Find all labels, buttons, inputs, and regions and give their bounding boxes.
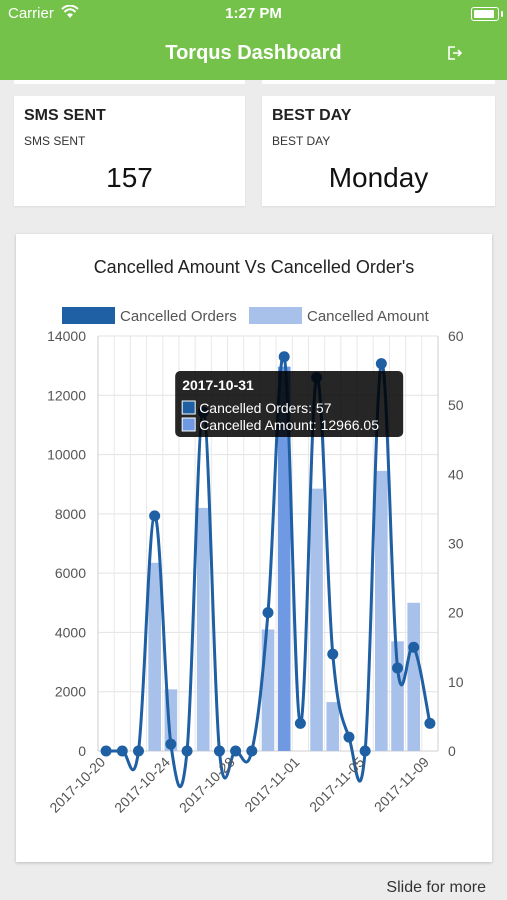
point-cancelled-orders (424, 717, 436, 729)
y-left-tick-label: 0 (78, 743, 86, 759)
bar-cancelled-amount (407, 602, 421, 751)
y-right-tick-label: 30 (448, 536, 464, 552)
tooltip-line-orders: Cancelled Orders: 57 (199, 400, 332, 416)
point-cancelled-orders (149, 510, 161, 522)
bar-cancelled-amount (196, 507, 210, 751)
tooltip-line-amount: Cancelled Amount: 12966.05 (199, 417, 379, 433)
page-title: Torqus Dashboard (165, 42, 342, 64)
y-right-tick-label: 10 (448, 674, 464, 690)
card-value: 157 (106, 162, 153, 193)
y-right-tick-label: 20 (448, 605, 464, 621)
card-subtitle: SMS SENT (24, 134, 86, 148)
y-right-tick-label: 40 (448, 466, 464, 482)
legend-label-amount: Cancelled Amount (307, 308, 430, 325)
chart-title: Cancelled Amount Vs Cancelled Order's (94, 257, 415, 277)
point-cancelled-orders (116, 745, 128, 757)
best-day-card: BEST DAY BEST DAY Monday (262, 96, 495, 206)
navbar: Torqus Dashboard (0, 28, 507, 80)
y-left-tick-label: 14000 (47, 328, 86, 344)
legend-swatch-orders (62, 307, 115, 324)
y-right-tick-label: 60 (448, 328, 464, 344)
bar-cancelled-amount (326, 702, 340, 751)
card-title: SMS SENT (24, 107, 106, 124)
point-cancelled-orders (100, 745, 112, 757)
slide-hint: Slide for more (386, 879, 486, 896)
x-tick-label: 2017-10-20 (46, 754, 108, 816)
previous-card-edge (262, 80, 495, 84)
point-cancelled-orders (278, 351, 290, 363)
point-cancelled-orders (294, 717, 306, 729)
bar-cancelled-amount (310, 488, 323, 751)
point-cancelled-orders (213, 745, 225, 757)
tooltip-title: 2017-10-31 (182, 377, 254, 393)
y-right-tick-label: 0 (448, 743, 456, 759)
x-tick-label: 2017-10-24 (111, 754, 173, 816)
point-cancelled-orders (165, 738, 177, 750)
bar-cancelled-amount (277, 366, 291, 751)
tooltip-box (175, 371, 404, 437)
point-cancelled-orders (262, 607, 274, 619)
y-right-tick-label: 50 (448, 397, 464, 413)
point-cancelled-orders (343, 731, 355, 743)
y-left-tick-label: 12000 (47, 387, 86, 403)
tooltip-swatch-orders (181, 400, 196, 415)
tooltip-swatch-amount (181, 417, 196, 432)
battery-icon (471, 7, 503, 21)
bar-cancelled-amount (375, 470, 388, 751)
clock: 1:27 PM (225, 5, 282, 22)
y-left-tick-label: 8000 (55, 506, 86, 522)
card-subtitle: BEST DAY (272, 134, 331, 148)
point-cancelled-orders (246, 745, 258, 757)
sms-sent-card: SMS SENT SMS SENT 157 (14, 96, 245, 206)
point-cancelled-orders (181, 745, 193, 757)
chart-card: Cancelled Amount Vs Cancelled Order's Can… (16, 234, 492, 862)
x-tick-label: 2017-11-05 (306, 754, 367, 815)
wifi-icon (61, 5, 79, 18)
legend-swatch-amount (249, 307, 302, 324)
x-tick-label: 2017-11-01 (241, 754, 302, 815)
point-cancelled-orders (408, 641, 420, 653)
status-bar: Carrier 1:27 PM (0, 0, 507, 28)
point-cancelled-orders (327, 648, 339, 660)
carrier-label: Carrier (8, 5, 54, 22)
point-cancelled-orders (230, 745, 242, 757)
previous-card-edge (14, 80, 245, 84)
legend-label-orders: Cancelled Orders (120, 308, 237, 325)
x-tick-label: 2017-11-09 (371, 754, 432, 815)
card-title: BEST DAY (272, 107, 352, 124)
y-left-tick-label: 4000 (55, 624, 86, 640)
point-cancelled-orders (375, 358, 387, 370)
y-left-tick-label: 10000 (47, 447, 86, 463)
y-left-tick-label: 6000 (55, 565, 86, 581)
bar-cancelled-amount (148, 562, 161, 751)
y-left-tick-label: 2000 (55, 684, 86, 700)
point-cancelled-orders (392, 662, 404, 674)
point-cancelled-orders (132, 745, 144, 757)
card-value: Monday (328, 162, 429, 193)
point-cancelled-orders (359, 745, 371, 757)
logout-icon[interactable] (445, 44, 463, 62)
cancelled-chart[interactable]: Cancelled Amount Vs Cancelled Order's Can… (16, 234, 492, 862)
